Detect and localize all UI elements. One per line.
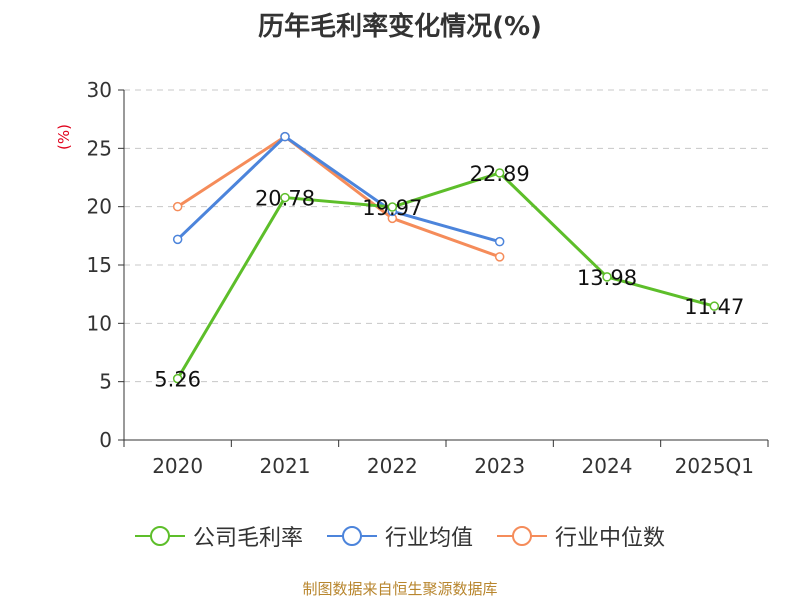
x-tick-label: 2021: [260, 454, 311, 478]
data-label: 20.78: [255, 187, 315, 211]
series-line: [176, 135, 501, 259]
data-point: [172, 373, 183, 384]
y-tick-label: 30: [87, 78, 112, 102]
y-tick-label: 25: [87, 136, 112, 160]
y-tick-label: 5: [99, 370, 112, 394]
legend-label: 公司毛利率: [192, 526, 303, 551]
source-note: 制图数据来自恒生聚源数据库: [302, 580, 498, 598]
data-label: 11.47: [684, 295, 744, 319]
data-point: [280, 192, 290, 203]
data-point: [494, 252, 505, 262]
legend-marker-icon: [326, 526, 377, 546]
chart-title: 历年毛利率变化情况(%): [258, 12, 542, 42]
y-tick-label: 15: [87, 253, 112, 277]
x-tick-label: 2024: [582, 454, 633, 478]
legend-item[interactable]: 行业均值: [326, 520, 473, 552]
x-tick-label: 2023: [474, 454, 525, 478]
data-point: [494, 168, 505, 178]
legend-marker-icon: [497, 526, 547, 546]
legend-item[interactable]: 公司毛利率: [134, 520, 303, 552]
legend-label: 行业中位数: [555, 526, 666, 551]
data-point: [172, 201, 183, 212]
data-label: 22.89: [470, 162, 530, 186]
series-line: [176, 171, 715, 380]
x-tick-label: 2020: [152, 454, 203, 478]
x-tick-label: 2022: [367, 454, 418, 478]
line-chart: 0 5 10 15 20 25 30 2020 2021 2022 2023 2024 2025Q1 5.…: [87, 78, 769, 478]
legend-label: 行业均值: [384, 526, 473, 551]
data-label: 13.98: [577, 266, 637, 290]
data-label: 19.97: [362, 196, 422, 220]
legend-item[interactable]: 行业中位数: [497, 520, 665, 552]
series-line: [176, 135, 501, 244]
y-tick-label: 10: [87, 311, 112, 335]
data-point: [602, 272, 612, 282]
data-point: [172, 234, 183, 245]
x-tick-label: 2025Q1: [675, 454, 754, 478]
legend-marker-icon: [134, 526, 185, 546]
y-tick-label: 20: [87, 195, 112, 219]
data-label: 5.26: [154, 368, 201, 392]
data-point: [280, 131, 290, 142]
y-tick-label: 0: [99, 428, 112, 452]
data-point: [387, 202, 398, 212]
data-point: [494, 236, 505, 247]
data-point: [709, 301, 720, 311]
chart-legend: 公司毛利率 行业均值 行业中位数: [0, 520, 800, 552]
